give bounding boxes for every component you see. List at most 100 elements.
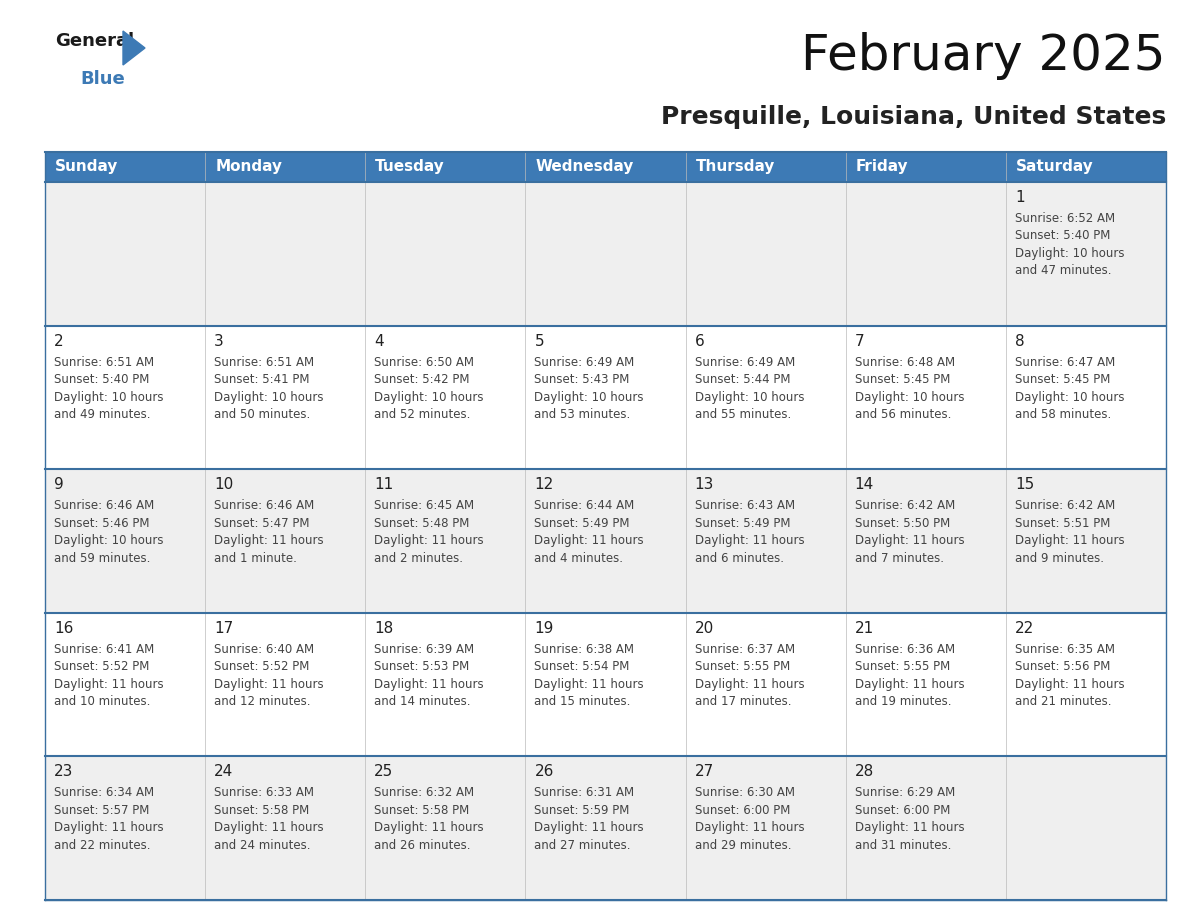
Text: Sunrise: 6:42 AM: Sunrise: 6:42 AM bbox=[1015, 499, 1116, 512]
Text: Presquille, Louisiana, United States: Presquille, Louisiana, United States bbox=[661, 105, 1165, 129]
Text: and 49 minutes.: and 49 minutes. bbox=[53, 409, 151, 421]
Text: Sunset: 5:44 PM: Sunset: 5:44 PM bbox=[695, 373, 790, 386]
Text: Daylight: 11 hours: Daylight: 11 hours bbox=[374, 677, 484, 691]
Polygon shape bbox=[124, 31, 145, 65]
Text: 20: 20 bbox=[695, 621, 714, 636]
Text: Sunrise: 6:29 AM: Sunrise: 6:29 AM bbox=[854, 787, 955, 800]
Text: 10: 10 bbox=[214, 477, 233, 492]
Text: and 19 minutes.: and 19 minutes. bbox=[854, 695, 952, 709]
Text: Sunrise: 6:42 AM: Sunrise: 6:42 AM bbox=[854, 499, 955, 512]
Text: Daylight: 11 hours: Daylight: 11 hours bbox=[854, 534, 965, 547]
Text: and 1 minute.: and 1 minute. bbox=[214, 552, 297, 565]
Text: General: General bbox=[55, 32, 134, 50]
Text: Sunset: 5:45 PM: Sunset: 5:45 PM bbox=[854, 373, 950, 386]
Text: Sunrise: 6:46 AM: Sunrise: 6:46 AM bbox=[214, 499, 315, 512]
Text: Daylight: 11 hours: Daylight: 11 hours bbox=[695, 822, 804, 834]
Text: Sunrise: 6:51 AM: Sunrise: 6:51 AM bbox=[214, 355, 315, 369]
Text: February 2025: February 2025 bbox=[802, 32, 1165, 80]
Text: 27: 27 bbox=[695, 765, 714, 779]
Text: and 56 minutes.: and 56 minutes. bbox=[854, 409, 952, 421]
Text: Sunrise: 6:45 AM: Sunrise: 6:45 AM bbox=[374, 499, 474, 512]
Text: Sunrise: 6:40 AM: Sunrise: 6:40 AM bbox=[214, 643, 315, 655]
Text: Sunset: 5:40 PM: Sunset: 5:40 PM bbox=[1015, 230, 1111, 242]
Text: and 15 minutes.: and 15 minutes. bbox=[535, 695, 631, 709]
Text: 16: 16 bbox=[53, 621, 74, 636]
Text: Daylight: 11 hours: Daylight: 11 hours bbox=[695, 677, 804, 691]
Text: Sunrise: 6:47 AM: Sunrise: 6:47 AM bbox=[1015, 355, 1116, 369]
Bar bbox=[45, 326, 206, 469]
Text: Sunrise: 6:52 AM: Sunrise: 6:52 AM bbox=[1015, 212, 1116, 225]
Bar bbox=[685, 756, 846, 900]
Text: Daylight: 10 hours: Daylight: 10 hours bbox=[214, 390, 323, 404]
Text: 2: 2 bbox=[53, 333, 64, 349]
Text: Sunset: 5:49 PM: Sunset: 5:49 PM bbox=[695, 517, 790, 530]
Bar bbox=[365, 326, 525, 469]
Text: Sunrise: 6:43 AM: Sunrise: 6:43 AM bbox=[695, 499, 795, 512]
Text: Friday: Friday bbox=[855, 160, 909, 174]
Text: Sunrise: 6:41 AM: Sunrise: 6:41 AM bbox=[53, 643, 154, 655]
Text: 26: 26 bbox=[535, 765, 554, 779]
Text: 19: 19 bbox=[535, 621, 554, 636]
Text: 25: 25 bbox=[374, 765, 393, 779]
FancyBboxPatch shape bbox=[45, 152, 206, 182]
Text: Sunset: 5:40 PM: Sunset: 5:40 PM bbox=[53, 373, 150, 386]
Text: Sunset: 5:56 PM: Sunset: 5:56 PM bbox=[1015, 660, 1111, 673]
Text: Daylight: 10 hours: Daylight: 10 hours bbox=[854, 390, 965, 404]
Text: Sunrise: 6:35 AM: Sunrise: 6:35 AM bbox=[1015, 643, 1114, 655]
Bar bbox=[365, 182, 525, 326]
Text: Daylight: 11 hours: Daylight: 11 hours bbox=[854, 677, 965, 691]
Text: Sunset: 5:55 PM: Sunset: 5:55 PM bbox=[854, 660, 950, 673]
Text: Sunrise: 6:44 AM: Sunrise: 6:44 AM bbox=[535, 499, 634, 512]
Text: Sunset: 5:50 PM: Sunset: 5:50 PM bbox=[854, 517, 950, 530]
Text: and 47 minutes.: and 47 minutes. bbox=[1015, 264, 1111, 277]
Bar bbox=[45, 756, 206, 900]
Text: Sunset: 5:45 PM: Sunset: 5:45 PM bbox=[1015, 373, 1111, 386]
Bar bbox=[685, 469, 846, 613]
Text: Daylight: 10 hours: Daylight: 10 hours bbox=[53, 534, 164, 547]
Text: Sunset: 5:58 PM: Sunset: 5:58 PM bbox=[214, 804, 309, 817]
Text: Sunset: 6:00 PM: Sunset: 6:00 PM bbox=[695, 804, 790, 817]
Text: Sunrise: 6:39 AM: Sunrise: 6:39 AM bbox=[374, 643, 474, 655]
Text: Sunset: 5:55 PM: Sunset: 5:55 PM bbox=[695, 660, 790, 673]
Text: Sunrise: 6:37 AM: Sunrise: 6:37 AM bbox=[695, 643, 795, 655]
Text: Sunset: 5:59 PM: Sunset: 5:59 PM bbox=[535, 804, 630, 817]
Bar bbox=[685, 613, 846, 756]
Text: and 26 minutes.: and 26 minutes. bbox=[374, 839, 470, 852]
Text: Thursday: Thursday bbox=[695, 160, 775, 174]
Bar bbox=[525, 182, 685, 326]
Text: and 59 minutes.: and 59 minutes. bbox=[53, 552, 151, 565]
Text: Sunset: 5:41 PM: Sunset: 5:41 PM bbox=[214, 373, 310, 386]
Text: and 53 minutes.: and 53 minutes. bbox=[535, 409, 631, 421]
Text: 21: 21 bbox=[854, 621, 874, 636]
Bar bbox=[846, 756, 1006, 900]
Text: 18: 18 bbox=[374, 621, 393, 636]
Bar bbox=[45, 613, 206, 756]
Text: 8: 8 bbox=[1015, 333, 1024, 349]
Text: Daylight: 11 hours: Daylight: 11 hours bbox=[214, 822, 324, 834]
FancyBboxPatch shape bbox=[1006, 152, 1165, 182]
Text: and 22 minutes.: and 22 minutes. bbox=[53, 839, 151, 852]
Text: Daylight: 11 hours: Daylight: 11 hours bbox=[535, 677, 644, 691]
Text: and 12 minutes.: and 12 minutes. bbox=[214, 695, 310, 709]
Bar bbox=[525, 469, 685, 613]
Text: Sunrise: 6:36 AM: Sunrise: 6:36 AM bbox=[854, 643, 955, 655]
Bar bbox=[525, 756, 685, 900]
Text: Sunday: Sunday bbox=[55, 160, 119, 174]
Bar bbox=[1006, 469, 1165, 613]
Text: and 31 minutes.: and 31 minutes. bbox=[854, 839, 952, 852]
Text: 9: 9 bbox=[53, 477, 64, 492]
Text: 6: 6 bbox=[695, 333, 704, 349]
Text: and 4 minutes.: and 4 minutes. bbox=[535, 552, 624, 565]
Text: Sunset: 5:48 PM: Sunset: 5:48 PM bbox=[374, 517, 469, 530]
Text: 23: 23 bbox=[53, 765, 74, 779]
FancyBboxPatch shape bbox=[206, 152, 365, 182]
Text: Sunrise: 6:32 AM: Sunrise: 6:32 AM bbox=[374, 787, 474, 800]
FancyBboxPatch shape bbox=[685, 152, 846, 182]
Bar bbox=[206, 182, 365, 326]
Text: Sunset: 5:58 PM: Sunset: 5:58 PM bbox=[374, 804, 469, 817]
Bar bbox=[846, 182, 1006, 326]
Bar bbox=[525, 613, 685, 756]
Bar bbox=[1006, 613, 1165, 756]
Bar bbox=[365, 613, 525, 756]
Text: Daylight: 10 hours: Daylight: 10 hours bbox=[1015, 247, 1124, 260]
